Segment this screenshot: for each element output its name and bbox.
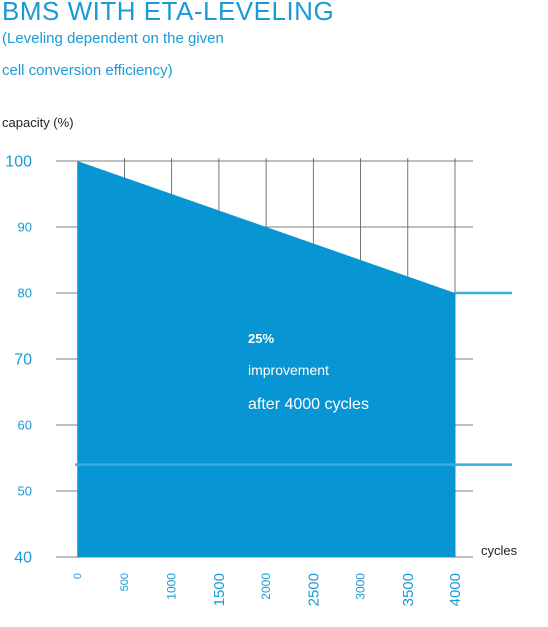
x-tick-label: 0 [72,573,84,579]
annotation-percent: 25% [248,331,274,346]
x-tick-label: 3000 [354,573,368,600]
y-tick-label: 80 [18,285,32,300]
annotation-cycles: after 4000 cycles [248,396,369,413]
capacity-area [77,161,455,557]
y-tick-label: 50 [18,483,32,498]
chart-title: BMS WITH ETA-LEVELING [2,0,335,26]
y-axis-label: capacity (%) [2,115,74,130]
x-axis-label: cycles [481,543,518,558]
y-tick-label: 100 [5,153,32,170]
x-tick-label: 500 [119,573,131,591]
x-tick-label: 4000 [447,573,464,606]
x-tick-label: 2000 [259,573,273,600]
chart-subtitle-line-2: cell conversion efficiency) [2,62,173,79]
chart-subtitle-line-1: (Leveling dependent on the given [2,30,224,47]
x-tick-label: 1500 [211,573,228,606]
y-tick-label: 90 [18,219,32,234]
x-tick-label: 2500 [305,573,322,606]
x-tick-label: 3500 [400,573,417,606]
y-tick-label: 40 [14,549,32,566]
annotation-improvement: improvement [248,362,329,378]
y-tick-label: 60 [18,417,32,432]
x-tick-label: 1000 [165,573,179,600]
y-tick-label: 70 [14,351,32,368]
